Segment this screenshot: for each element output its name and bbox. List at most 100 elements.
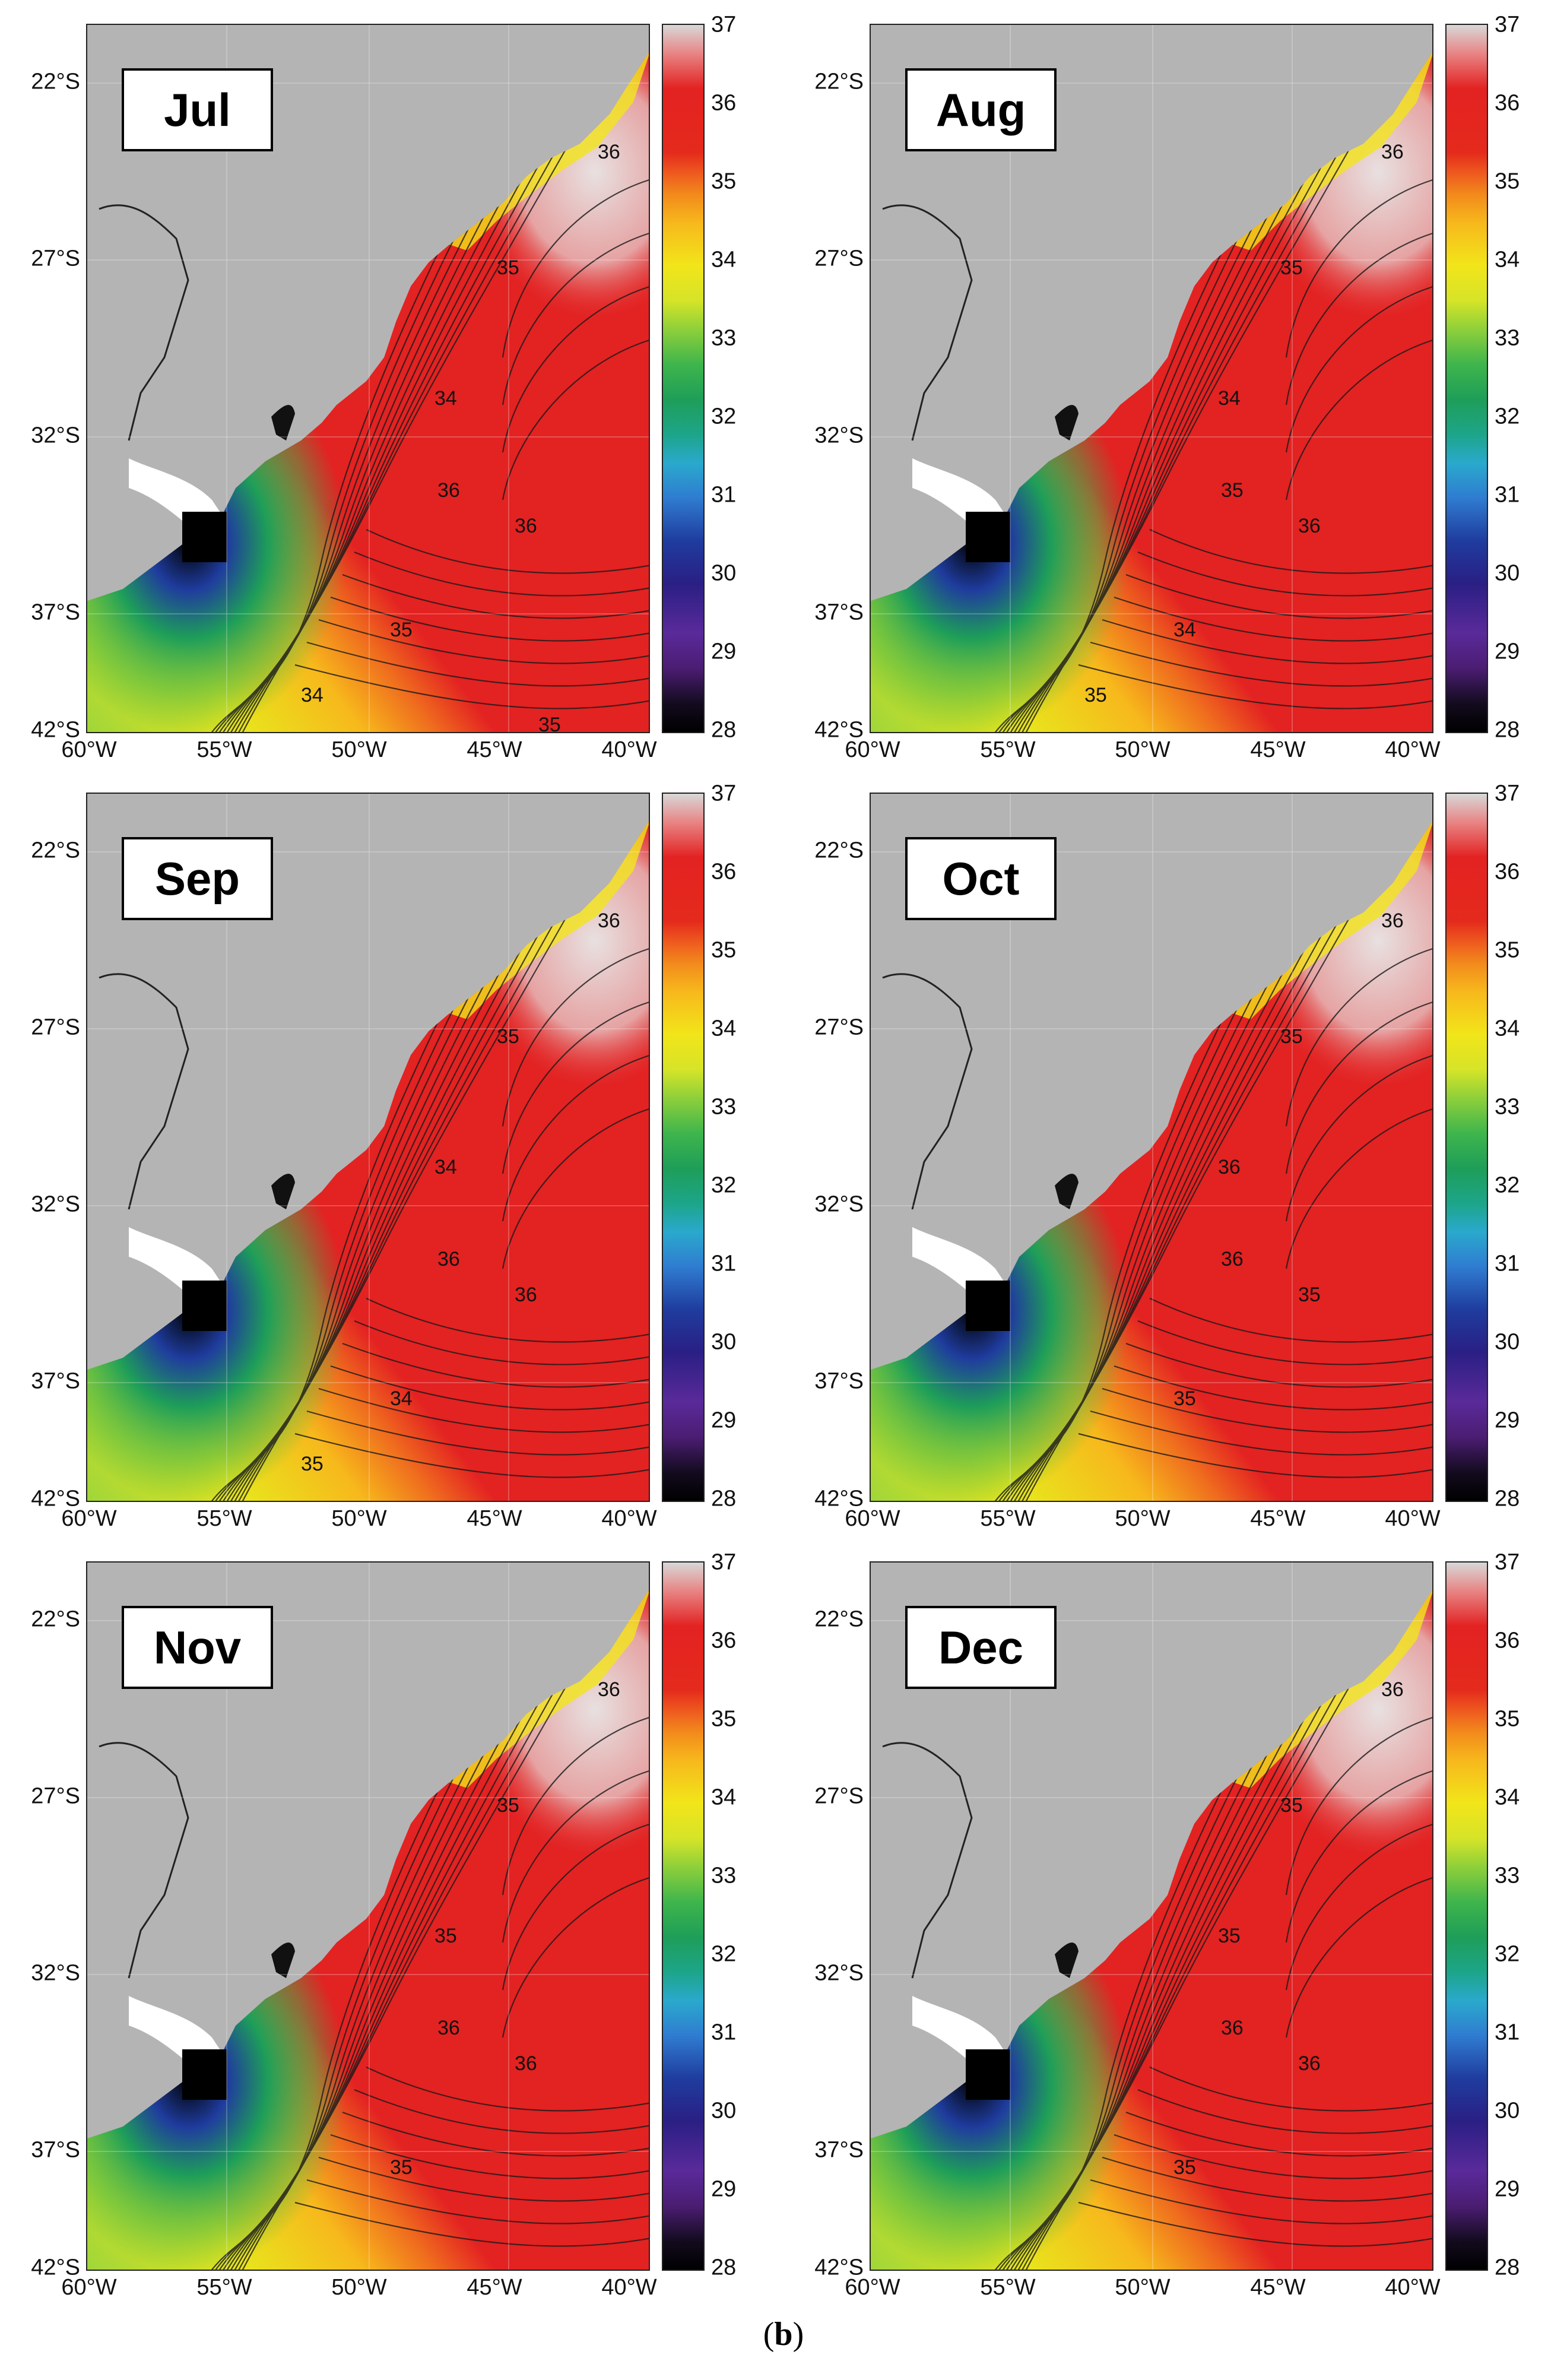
colorbar-tick-label: 36 [711,859,737,885]
river-mouth-mask [966,2049,1010,2100]
colorbar-tick-label: 36 [1495,90,1520,116]
contour-label: 36 [515,1284,537,1306]
longitude-tick-label: 60°W [61,737,117,762]
map-panel-nov: 36 35 35 36 36 35 35 Nov 22°S 27°S 32°S 37°S 42°S60°… [0,1538,783,2306]
coastal-low-salinity-strip [1233,821,1432,1019]
colorbar-tick-label: 33 [711,325,737,351]
longitude-tick-label: 55°W [196,737,252,762]
colorbar-tick-label: 37 [711,12,737,37]
longitude-tick-label: 60°W [61,1506,117,1531]
longitude-tick-label: 60°W [845,2275,900,2300]
contour-label: 34 [1173,619,1196,641]
latitude-tick-label: 32°S [814,1960,864,1986]
latitude-tick-label: 32°S [31,423,80,448]
river-mouth-mask [182,1281,227,1331]
longitude-tick-label: 55°W [980,737,1036,762]
colorbar-tick-label: 35 [1495,1706,1520,1732]
month-label: Aug [905,68,1057,151]
longitude-tick-label: 45°W [467,737,522,762]
month-label: Nov [122,1606,273,1689]
colorbar-tick-label: 28 [1495,717,1520,743]
colorbar-tick-label: 30 [1495,560,1520,586]
colorbar-tick-label: 36 [1495,859,1520,885]
colorbar-tick-label: 29 [711,2176,737,2202]
contour-label: 36 [1298,2052,1321,2075]
coastal-lagoon [1055,405,1078,440]
colorbar-tick-label: 32 [711,1941,737,1967]
latitude-tick-label: 37°S [31,600,80,625]
colorbar-tick-label: 34 [711,247,737,272]
latitude-tick-label: 27°S [31,246,80,271]
continent-land [87,25,649,601]
salinity-colorbar [662,793,705,1502]
colorbar-tick-label: 36 [1495,1628,1520,1653]
colorbar-tick-label: 32 [1495,1941,1520,1967]
latitude-tick-label: 22°S [31,1606,80,1632]
contour-label: 36 [515,515,537,537]
latitude-tick-label: 37°S [814,1368,864,1394]
salinity-map-svg: 36353636353435 [871,794,1432,1501]
longitude-tick-label: 45°W [1250,737,1306,762]
longitude-tick-label: 55°W [196,2275,252,2300]
salinity-map-svg: 3635343536353435 [871,25,1432,732]
contour-label: 34 [434,387,457,410]
longitude-tick-label: 40°W [1385,737,1441,762]
colorbar-tick-label: 36 [711,1628,737,1653]
colorbar-tick-label: 29 [711,1408,737,1433]
river-mouth-mask [182,2049,227,2100]
colorbar-tick-label: 33 [1495,1094,1520,1120]
land-border-line [882,1742,973,1979]
coastal-lagoon [271,1942,295,1978]
latitude-tick-label: 42°S [31,2255,80,2280]
colorbar-tick-label: 32 [1495,1172,1520,1198]
contour-label: 35 [1218,1925,1241,1947]
latitude-tick-label: 27°S [814,246,864,271]
contour-label: 36 [598,141,620,163]
isohaline-contours [994,817,1432,1501]
river-plume-low-salinity [871,52,1432,732]
longitude-tick-label: 40°W [601,2275,657,2300]
contour-label: 36 [1298,515,1321,537]
colorbar-tick-label: 30 [711,1329,737,1355]
salinity-colorbar [1445,793,1488,1502]
coastal-low-salinity-strip [449,821,649,1019]
latitude-tick-label: 37°S [31,1368,80,1394]
contour-label: 36 [437,479,460,502]
latitude-tick-label: 27°S [814,1783,864,1809]
land-border-line [882,973,973,1210]
latitude-tick-label: 22°S [31,69,80,94]
coastal-lagoon [271,1174,295,1209]
isohaline-contours [211,1586,649,2270]
contour-label: 36 [437,2017,460,2039]
latitude-tick-label: 32°S [31,1960,80,1986]
colorbar-tick-label: 32 [1495,404,1520,429]
latitude-tick-label: 42°S [814,2255,864,2280]
map-panel-aug: 36 35 34 35 36 35 34 35 Aug 22°S 27°S 32°S 37°S 42°S6… [783,0,1567,769]
longitude-tick-label: 60°W [61,2275,117,2300]
colorbar-tick-label: 32 [711,1172,737,1198]
colorbar-tick-label: 33 [711,1863,737,1888]
contour-label: 36 [1218,1156,1241,1178]
figure-caption: (b) [0,2315,1567,2353]
salinity-map-svg: 363534363636353435 [87,25,649,733]
colorbar-tick-label: 29 [1495,1408,1520,1433]
latitude-tick-label: 32°S [814,1191,864,1217]
month-label: Dec [905,1606,1057,1689]
coastal-low-salinity-strip [1233,52,1432,251]
colorbar-tick-label: 28 [711,1486,737,1511]
river-mouth-mask [966,1281,1010,1331]
salinity-map: 36353636353435 [870,793,1433,1502]
colorbar-tick-label: 30 [1495,1329,1520,1355]
colorbar-tick-label: 35 [711,169,737,194]
contour-label: 35 [538,714,561,733]
latitude-tick-label: 22°S [814,69,864,94]
latitude-tick-label: 42°S [31,1486,80,1511]
contour-label: 35 [497,1794,519,1817]
salinity-colorbar [1445,1561,1488,2271]
contour-label: 35 [1221,479,1244,502]
contour-label: 35 [1280,1025,1303,1048]
colorbar-tick-label: 34 [1495,1785,1520,1810]
map-panel-dec: 36 35 35 36 36 35 35 Dec 22°S 27°S 32°S 37°S 42°S60°… [783,1538,1567,2306]
colorbar-tick-label: 33 [1495,1863,1520,1888]
